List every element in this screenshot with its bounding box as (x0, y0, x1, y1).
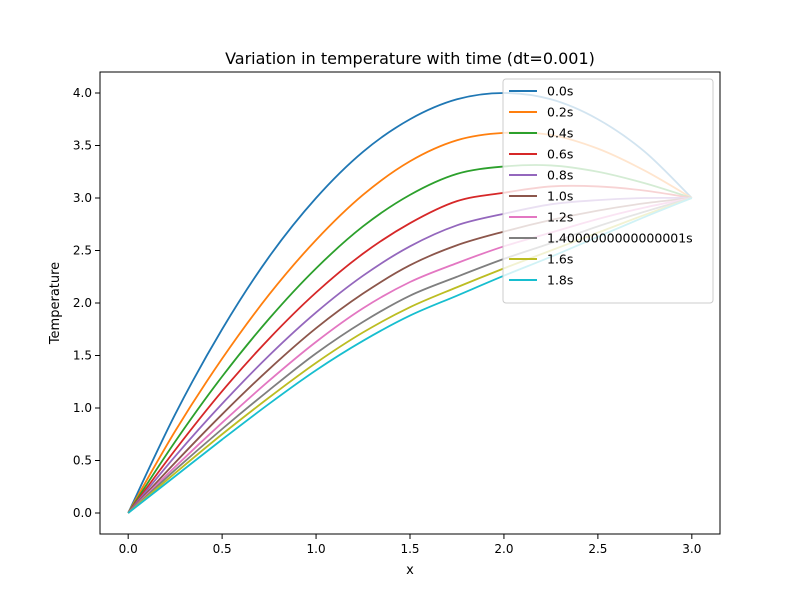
legend-entry-label: 1.2s (547, 210, 573, 225)
y-tick-label: 3.0 (73, 191, 92, 205)
y-tick-label: 1.0 (73, 401, 92, 415)
legend-entry-label: 1.0s (547, 189, 573, 204)
y-tick-label: 4.0 (73, 86, 92, 100)
x-tick-label: 2.0 (494, 542, 513, 556)
x-tick-label: 3.0 (682, 542, 701, 556)
legend-entry-label: 0.2s (547, 105, 573, 120)
y-tick-label: 3.5 (73, 139, 92, 153)
legend-entry-label: 1.4000000000000001s (547, 231, 693, 246)
legend: 0.0s 0.2s 0.4s 0.6s 0.8s 1.0s 1.2s 1.4000000000… (502, 78, 714, 304)
legend-entry-label: 0.6s (547, 147, 573, 162)
y-tick-label: 2.0 (73, 296, 92, 310)
y-tick-label: 0.5 (73, 454, 92, 468)
y-tick-label: 0.0 (73, 506, 92, 520)
y-tick-label: 2.5 (73, 244, 92, 258)
x-axis-label: x (406, 563, 414, 578)
x-tick-label: 1.5 (400, 542, 419, 556)
legend-entry-label: 0.4s (547, 126, 573, 141)
legend-entry-label: 1.8s (547, 273, 573, 288)
legend-box (502, 78, 714, 304)
x-tick-label: 1.0 (307, 542, 326, 556)
chart-title: Variation in temperature with time (dt=0… (225, 49, 595, 68)
x-tick-label: 2.5 (588, 542, 607, 556)
legend-entry-label: 0.8s (547, 168, 573, 183)
legend-entry-label: 0.0s (547, 84, 573, 99)
y-axis-ticks: 0.0 0.5 1.0 1.5 2.0 2.5 3.0 3.5 4.0 (73, 86, 100, 520)
x-tick-label: 0.5 (213, 542, 232, 556)
y-tick-label: 1.5 (73, 349, 92, 363)
x-axis-ticks: 0.0 0.5 1.0 1.5 2.0 2.5 3.0 (119, 534, 701, 556)
x-tick-label: 0.0 (119, 542, 138, 556)
y-axis-label: Temperature (48, 262, 63, 345)
legend-entry-label: 1.6s (547, 252, 573, 267)
